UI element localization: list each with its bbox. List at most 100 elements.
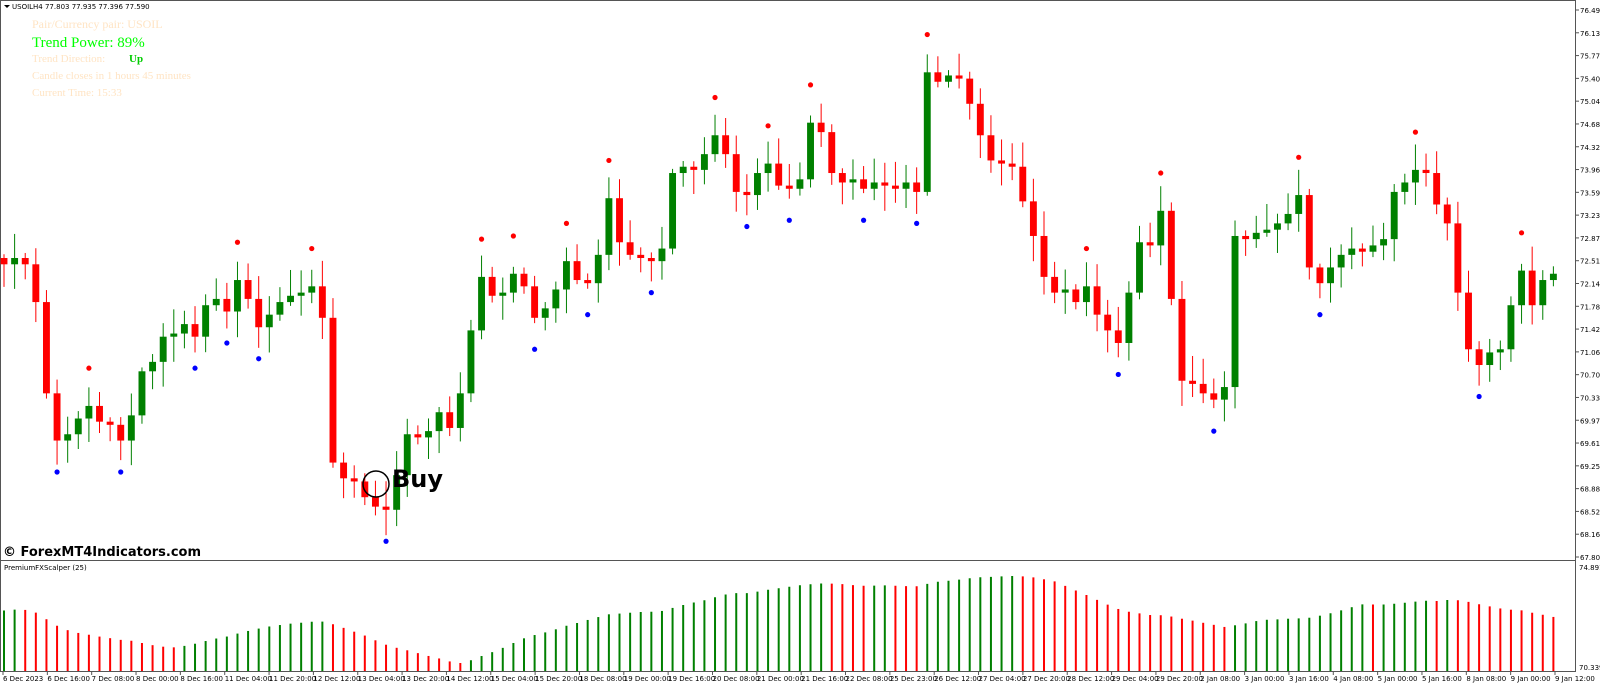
candle-body — [1358, 248, 1366, 252]
candle — [1507, 296, 1515, 362]
time-tick-label: 6 Dec 16:00 — [47, 675, 90, 683]
candle-body — [1125, 292, 1133, 343]
candle-body — [838, 173, 846, 183]
candle — [1443, 197, 1451, 241]
time-tick-label: 28 Dec 12:00 — [1067, 675, 1114, 683]
time-tick-label: 7 Dec 08:00 — [92, 675, 135, 683]
candle-body — [1316, 267, 1324, 284]
candle-body — [0, 258, 8, 265]
candle — [722, 118, 730, 168]
candle-body — [382, 506, 390, 510]
candle — [11, 233, 19, 289]
sell-signal-dot — [309, 245, 315, 252]
time-tick-label: 19 Dec 00:00 — [624, 675, 671, 683]
candle-body — [371, 497, 379, 507]
candle-body — [1422, 169, 1430, 174]
candle-body — [817, 122, 825, 133]
candle — [340, 452, 348, 499]
symbol-info-text: USOILH4 77.803 77.935 77.396 77.590 — [12, 3, 150, 11]
price-axis: 76.490 76.130 75.770 75.400 75.040 74.680 74.3… — [1575, 7, 1600, 562]
candle-body — [287, 295, 294, 303]
time-tick-label: 2 Jan 08:00 — [1200, 675, 1240, 683]
price-tick-label: 74.320 — [1580, 144, 1600, 152]
candle-body — [170, 333, 178, 337]
candle — [881, 162, 889, 211]
candle — [350, 465, 358, 498]
candle-body — [435, 412, 443, 432]
candle — [32, 248, 40, 323]
candle-body — [276, 302, 284, 315]
candle-body — [1008, 163, 1016, 167]
candle-body — [626, 242, 634, 255]
candle-body — [1549, 273, 1557, 281]
candle-body — [1380, 239, 1388, 246]
candle-body — [891, 185, 899, 189]
candle-body — [700, 154, 708, 170]
candle — [711, 114, 719, 162]
info-trend-direction-label: Trend Direction: — [32, 53, 106, 65]
candle — [563, 247, 570, 314]
candle — [138, 367, 146, 424]
oscillator-bars-group — [3, 576, 1555, 671]
candle — [85, 387, 93, 442]
candle-body — [85, 405, 93, 419]
candle-body — [722, 135, 730, 155]
candle — [1465, 270, 1472, 362]
price-tick-label: 71.420 — [1580, 326, 1600, 334]
candle — [1040, 211, 1048, 295]
candle — [1539, 270, 1547, 320]
candle — [127, 393, 135, 466]
candle — [838, 168, 846, 205]
candle — [658, 226, 666, 280]
time-tick-label: 15 Dec 20:00 — [535, 675, 582, 683]
price-tick-label: 68.880 — [1580, 486, 1600, 494]
candle-body — [1507, 305, 1515, 350]
candle-body — [180, 324, 188, 334]
price-tick-label: 72.140 — [1580, 281, 1600, 289]
candle-body — [849, 179, 857, 183]
sell-signal-dot — [1158, 170, 1164, 176]
candle-body — [690, 166, 698, 170]
sell-signal-dot — [712, 94, 718, 101]
price-tick-label: 71.060 — [1580, 349, 1600, 357]
candle — [202, 294, 210, 353]
buy-signal-dot — [118, 469, 124, 475]
candle-body — [1178, 298, 1186, 381]
candle — [212, 278, 220, 311]
candle-body — [1114, 330, 1122, 343]
candle — [616, 179, 623, 266]
candle — [1146, 222, 1154, 258]
candle-body — [191, 324, 199, 337]
candle-body — [902, 182, 910, 189]
candle — [1518, 263, 1525, 324]
candle-body — [1518, 270, 1525, 306]
buy-signal-dot — [744, 223, 750, 230]
candle — [276, 287, 284, 321]
time-tick-label: 8 Dec 16:00 — [180, 675, 223, 683]
candle — [1093, 264, 1101, 332]
candle — [1475, 341, 1483, 386]
buy-signal-dot — [786, 217, 792, 223]
price-tick-label: 76.130 — [1580, 30, 1600, 38]
candle-body — [732, 154, 740, 192]
candle-body — [74, 418, 82, 435]
candle — [244, 263, 252, 309]
candle — [308, 269, 316, 304]
candle — [520, 267, 528, 294]
candle — [191, 306, 199, 353]
sell-signal-dot — [1296, 154, 1302, 160]
watermark: © ForexMT4Indicators.com — [3, 545, 202, 560]
candle-body — [1220, 387, 1228, 400]
candle-body — [456, 393, 464, 428]
buy-signal-dot — [256, 356, 262, 362]
candle-body — [1061, 289, 1069, 293]
candle-body — [647, 258, 655, 262]
candle — [1369, 225, 1377, 258]
candle — [849, 159, 857, 200]
candle — [478, 255, 485, 340]
time-tick-label: 21 Dec 16:00 — [801, 675, 848, 683]
candle — [393, 451, 401, 527]
candle-body — [1252, 232, 1260, 240]
candle-body — [446, 412, 454, 428]
candle-body — [308, 286, 316, 293]
